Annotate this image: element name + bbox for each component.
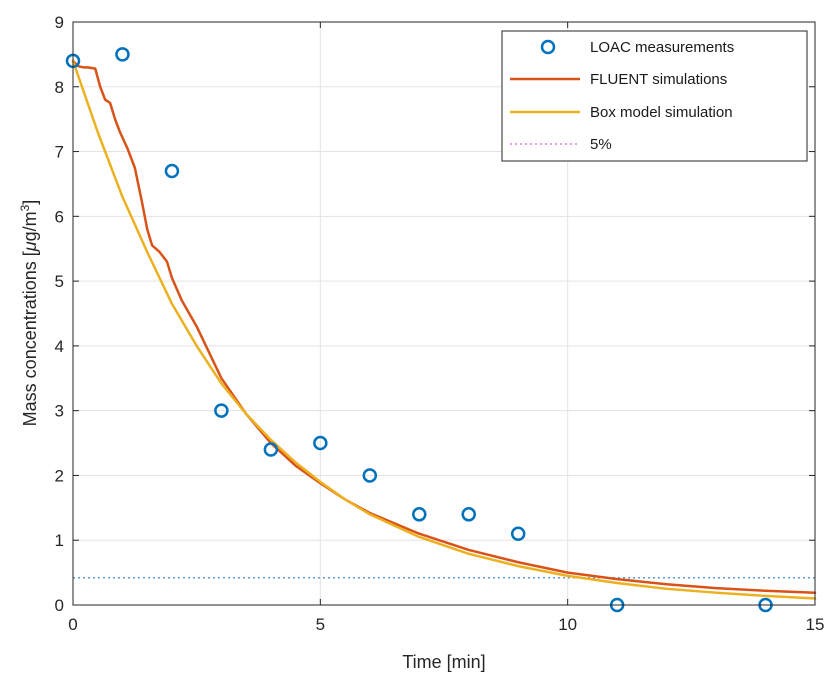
legend-marker-icon: [540, 39, 556, 55]
y-tick-label: 8: [55, 78, 64, 97]
y-tick-label: 6: [55, 207, 64, 226]
legend-box: [501, 30, 808, 162]
measurement-point: [214, 403, 229, 418]
legend-label: Box model simulation: [590, 104, 733, 121]
x-axis-label: Time [min]: [402, 652, 485, 672]
y-tick-label: 3: [55, 402, 64, 421]
ticks: 0 5 10 15 0 1 2 3 4 5 6 7 8 9: [55, 13, 825, 634]
legend: LOAC measurements FLUENT simulations Box m…: [501, 30, 808, 162]
x-tick-label: 10: [558, 615, 577, 634]
measurement-point: [164, 163, 180, 179]
y-tick-label: 9: [55, 13, 64, 32]
box-model-simulation-line: [71, 59, 817, 600]
y-tick-label: 4: [55, 337, 64, 356]
legend-label: 5%: [590, 136, 612, 153]
x-tick-label: 5: [316, 615, 325, 634]
legend-label: FLUENT simulations: [590, 71, 727, 88]
measurement-point: [263, 442, 279, 457]
plot-frame: [72, 21, 816, 606]
y-tick-label: 2: [55, 466, 64, 485]
x-tick-label: 15: [806, 615, 825, 634]
legend-label: LOAC measurements: [590, 39, 734, 56]
measurement-point: [313, 435, 328, 451]
x-tick-label: 0: [68, 615, 77, 634]
measurement-point: [115, 47, 130, 62]
series-layer: [65, 47, 817, 613]
fluent-simulations-line: [71, 59, 817, 594]
y-tick-label: 7: [55, 143, 64, 162]
y-tick-label: 1: [55, 531, 64, 550]
y-tick-label: 5: [55, 272, 64, 291]
y-axis-label: Mass concentrations [μg/m3]: [18, 200, 40, 427]
measurement-point: [510, 526, 526, 541]
y-tick-label: 0: [55, 596, 64, 615]
measurement-point: [412, 507, 427, 522]
measurement-point: [461, 507, 476, 522]
measurement-point: [362, 468, 378, 483]
